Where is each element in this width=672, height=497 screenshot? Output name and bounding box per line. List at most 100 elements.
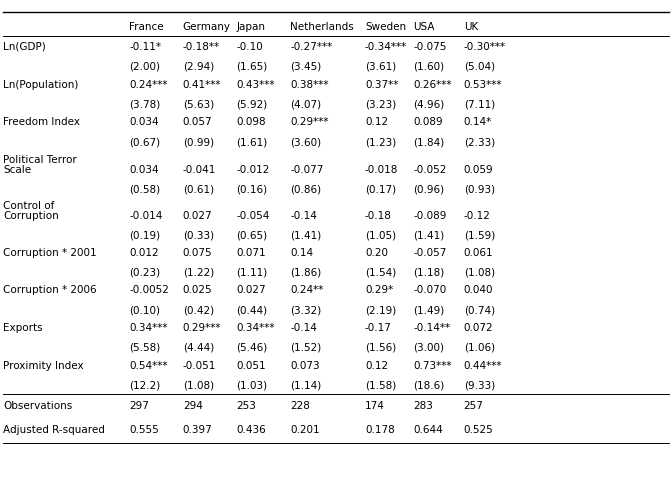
Text: (1.84): (1.84) [413, 137, 445, 147]
Text: -0.0052: -0.0052 [129, 285, 169, 295]
Text: 0.059: 0.059 [464, 165, 493, 175]
Text: -0.34***: -0.34*** [365, 42, 407, 52]
Text: 0.24**: 0.24** [290, 285, 324, 295]
Text: 283: 283 [413, 401, 433, 411]
Text: Freedom Index: Freedom Index [3, 117, 81, 127]
Text: -0.054: -0.054 [237, 211, 270, 221]
Text: 0.072: 0.072 [464, 323, 493, 333]
Text: 0.034: 0.034 [129, 165, 159, 175]
Text: (2.19): (2.19) [365, 305, 396, 315]
Text: (3.60): (3.60) [290, 137, 321, 147]
Text: (1.06): (1.06) [464, 343, 495, 353]
Text: (1.49): (1.49) [413, 305, 445, 315]
Text: 0.555: 0.555 [129, 425, 159, 435]
Text: 0.436: 0.436 [237, 425, 266, 435]
Text: Political Terror: Political Terror [3, 155, 77, 165]
Text: (7.11): (7.11) [464, 99, 495, 109]
Text: (1.05): (1.05) [365, 231, 396, 241]
Text: (3.61): (3.61) [365, 62, 396, 72]
Text: (1.52): (1.52) [290, 343, 322, 353]
Text: -0.17: -0.17 [365, 323, 392, 333]
Text: -0.14**: -0.14** [413, 323, 450, 333]
Text: (0.17): (0.17) [365, 184, 396, 195]
Text: Exports: Exports [3, 323, 43, 333]
Text: -0.27***: -0.27*** [290, 42, 333, 52]
Text: 0.29*: 0.29* [365, 285, 393, 295]
Text: (0.67): (0.67) [129, 137, 160, 147]
Text: 294: 294 [183, 401, 203, 411]
Text: Ln(GDP): Ln(GDP) [3, 42, 46, 52]
Text: (0.33): (0.33) [183, 231, 214, 241]
Text: 0.34***: 0.34*** [129, 323, 167, 333]
Text: 0.29***: 0.29*** [183, 323, 221, 333]
Text: 0.525: 0.525 [464, 425, 493, 435]
Text: (1.41): (1.41) [290, 231, 322, 241]
Text: (0.99): (0.99) [183, 137, 214, 147]
Text: -0.014: -0.014 [129, 211, 163, 221]
Text: (18.6): (18.6) [413, 381, 445, 391]
Text: 0.12: 0.12 [365, 361, 388, 371]
Text: Proximity Index: Proximity Index [3, 361, 84, 371]
Text: 0.26***: 0.26*** [413, 80, 452, 89]
Text: 0.051: 0.051 [237, 361, 266, 371]
Text: -0.089: -0.089 [413, 211, 447, 221]
Text: (3.78): (3.78) [129, 99, 161, 109]
Text: -0.075: -0.075 [413, 42, 447, 52]
Text: -0.012: -0.012 [237, 165, 270, 175]
Text: 0.44***: 0.44*** [464, 361, 502, 371]
Text: (1.22): (1.22) [183, 267, 214, 277]
Text: -0.057: -0.057 [413, 248, 447, 257]
Text: 0.34***: 0.34*** [237, 323, 275, 333]
Text: (0.16): (0.16) [237, 184, 267, 195]
Text: (1.54): (1.54) [365, 267, 396, 277]
Text: 0.089: 0.089 [413, 117, 443, 127]
Text: (0.61): (0.61) [183, 184, 214, 195]
Text: -0.11*: -0.11* [129, 42, 161, 52]
Text: (1.08): (1.08) [464, 267, 495, 277]
Text: Sweden: Sweden [365, 22, 406, 32]
Text: 0.397: 0.397 [183, 425, 212, 435]
Text: Observations: Observations [3, 401, 73, 411]
Text: (5.92): (5.92) [237, 99, 268, 109]
Text: (5.46): (5.46) [237, 343, 268, 353]
Text: (2.33): (2.33) [464, 137, 495, 147]
Text: 174: 174 [365, 401, 385, 411]
Text: (1.56): (1.56) [365, 343, 396, 353]
Text: (0.19): (0.19) [129, 231, 160, 241]
Text: UK: UK [464, 22, 478, 32]
Text: (1.18): (1.18) [413, 267, 445, 277]
Text: (1.11): (1.11) [237, 267, 268, 277]
Text: (5.58): (5.58) [129, 343, 161, 353]
Text: 257: 257 [464, 401, 484, 411]
Text: 0.20: 0.20 [365, 248, 388, 257]
Text: (1.41): (1.41) [413, 231, 445, 241]
Text: 0.43***: 0.43*** [237, 80, 275, 89]
Text: -0.18**: -0.18** [183, 42, 220, 52]
Text: (1.60): (1.60) [413, 62, 444, 72]
Text: 0.075: 0.075 [183, 248, 212, 257]
Text: 228: 228 [290, 401, 310, 411]
Text: 0.14: 0.14 [290, 248, 313, 257]
Text: (1.59): (1.59) [464, 231, 495, 241]
Text: 297: 297 [129, 401, 149, 411]
Text: 0.54***: 0.54*** [129, 361, 167, 371]
Text: 0.073: 0.073 [290, 361, 320, 371]
Text: Adjusted R-squared: Adjusted R-squared [3, 425, 106, 435]
Text: (4.07): (4.07) [290, 99, 321, 109]
Text: 0.29***: 0.29*** [290, 117, 329, 127]
Text: 0.057: 0.057 [183, 117, 212, 127]
Text: 0.025: 0.025 [183, 285, 212, 295]
Text: 0.644: 0.644 [413, 425, 443, 435]
Text: (1.14): (1.14) [290, 381, 322, 391]
Text: (5.04): (5.04) [464, 62, 495, 72]
Text: -0.018: -0.018 [365, 165, 398, 175]
Text: 0.061: 0.061 [464, 248, 493, 257]
Text: -0.041: -0.041 [183, 165, 216, 175]
Text: (12.2): (12.2) [129, 381, 161, 391]
Text: (0.86): (0.86) [290, 184, 321, 195]
Text: 0.071: 0.071 [237, 248, 266, 257]
Text: Corruption * 2001: Corruption * 2001 [3, 248, 97, 257]
Text: 0.027: 0.027 [183, 211, 212, 221]
Text: 0.040: 0.040 [464, 285, 493, 295]
Text: 0.73***: 0.73*** [413, 361, 452, 371]
